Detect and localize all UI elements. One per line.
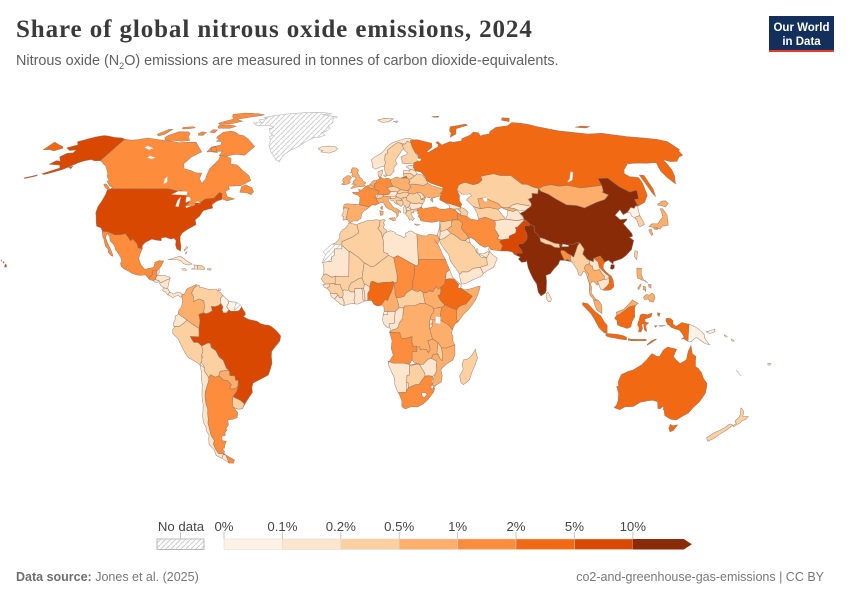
svg-text:0%: 0%	[214, 519, 233, 534]
svg-text:1%: 1%	[448, 519, 467, 534]
svg-text:0.1%: 0.1%	[267, 519, 297, 534]
svg-text:5%: 5%	[565, 519, 584, 534]
svg-text:10%: 10%	[620, 519, 647, 534]
svg-text:2%: 2%	[506, 519, 525, 534]
svg-text:No data: No data	[158, 519, 205, 534]
svg-text:0.5%: 0.5%	[384, 519, 414, 534]
svg-text:0.2%: 0.2%	[326, 519, 356, 534]
